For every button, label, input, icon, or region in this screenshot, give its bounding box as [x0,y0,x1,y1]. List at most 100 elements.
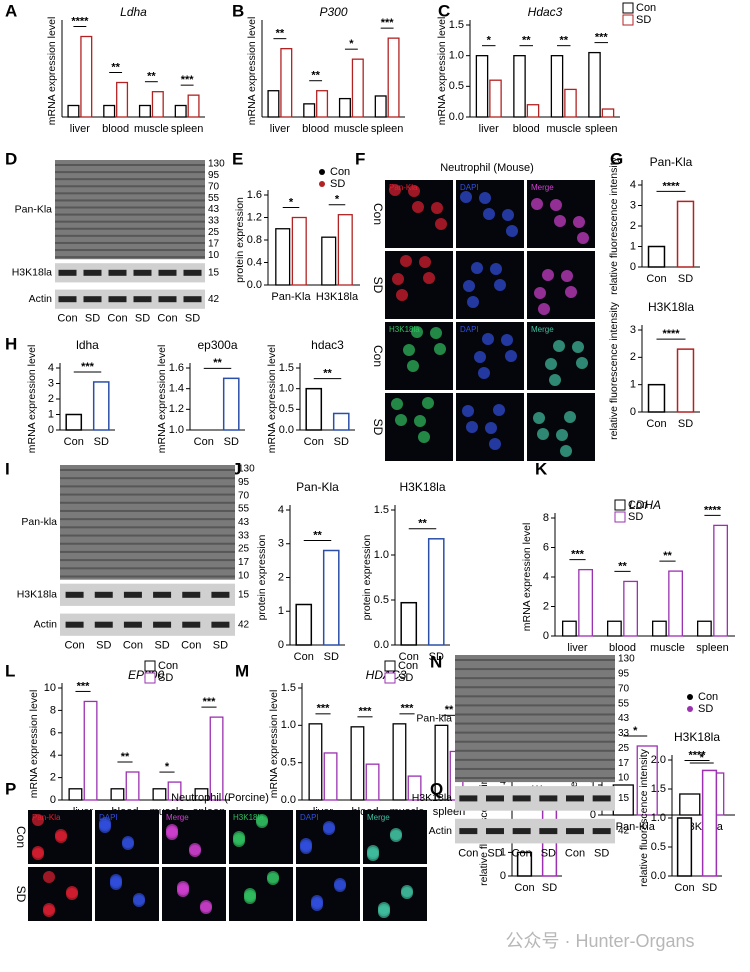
blot-band [60,526,235,529]
kda-marker: 42 [238,619,250,630]
row-label: Actin [34,618,58,630]
blot-band [55,234,205,237]
significance-label: **** [662,180,680,192]
kda-marker: 95 [618,669,630,680]
bar [337,214,353,286]
y-tick-label: 1.0 [169,424,184,436]
kda-marker: 15 [208,267,220,278]
blot-band [83,296,102,303]
cell [506,225,518,237]
cell [177,881,189,893]
blot-band [512,828,531,835]
chart-title: P300 [319,5,347,19]
row-label: H3K18la [12,267,52,279]
cell [494,279,506,291]
bar [601,108,615,118]
x-tick-label: liver [70,123,91,135]
x-tick-label: muscle [546,123,581,135]
blot-band [153,621,172,628]
bar [676,817,693,877]
micrograph [162,867,226,921]
bar [676,348,695,413]
legend-label: Con [628,499,648,511]
y-tick-label: 2 [50,772,56,784]
cell [430,327,442,339]
channel-label: Merge [166,813,189,822]
x-tick-label: blood [609,642,636,654]
cell [422,397,434,409]
row-label: H3K18la [17,589,57,601]
cell [391,398,403,410]
significance-label: * [335,194,340,206]
lane-label: Con [512,847,532,859]
kda-marker: 33 [238,530,250,541]
bar [321,236,337,286]
bar [83,700,98,801]
y-tick-label: 1 [500,846,506,858]
row-label: Actin [29,293,53,305]
bar [647,245,666,268]
micrograph [296,867,360,921]
bar [138,104,151,118]
panel-letter: C [438,1,450,20]
blot-image [455,655,615,783]
bar [564,88,577,118]
kda-marker: 55 [618,698,630,709]
y-tick-label: 0.0 [247,279,262,291]
chart-title: H3K18la [399,480,445,494]
bar [475,55,489,118]
blot-band [512,795,531,802]
cell [403,344,415,356]
significance-label: * [700,752,705,764]
kda-marker: 55 [238,504,250,515]
micrograph [28,867,92,921]
channel-label: H3K18la [233,813,264,822]
significance-label: *** [77,680,91,692]
kda-marker: 33 [618,728,630,739]
x-tick-label: spleen [585,123,617,135]
y-tick-label: 8 [543,512,549,524]
x-tick-label: Con [514,882,534,894]
bar [392,723,407,801]
y-tick-label: 1.0 [281,719,296,731]
watermark: 公众号 · Hunter-Organs [505,931,694,951]
chart-title: H3K18la [674,730,720,744]
cell [467,296,479,308]
x-tick-label: SD [224,436,239,448]
bar [434,724,449,801]
significance-label: **** [704,504,722,516]
cell [431,202,443,214]
blot-band [83,269,102,276]
y-tick-label: 0 [500,870,506,882]
micrograph [95,867,159,921]
significance-label: ** [418,518,427,530]
legend-marker [319,181,325,187]
legend-marker [144,660,156,672]
kda-marker: 10 [238,570,250,581]
y-tick-label: 3 [278,538,284,550]
blot-band [182,591,201,598]
y-axis-label: mRNA expression level [521,523,533,632]
blot-band [455,686,615,689]
row-label: Pan-Kla [15,203,53,215]
cell [408,185,420,197]
x-tick-label: spleen [371,123,403,135]
lane-label: SD [135,313,150,325]
blot-band [455,722,615,725]
chart-title: ep300a [197,338,237,352]
cell [556,429,568,441]
y-tick-label: 0.0 [374,639,389,651]
chart-title: Pan-Kla [296,480,339,494]
bar [374,95,387,118]
blot-image [55,289,205,309]
bar [103,104,116,118]
y-tick-label: 2 [48,393,54,405]
cell [244,888,256,900]
x-tick-label: muscle [334,123,369,135]
cell [32,814,44,826]
blot-band [60,559,235,562]
x-tick-label: SD [429,651,444,663]
bar [351,58,364,118]
cell [166,824,178,836]
y-tick-label: 2 [278,571,284,583]
